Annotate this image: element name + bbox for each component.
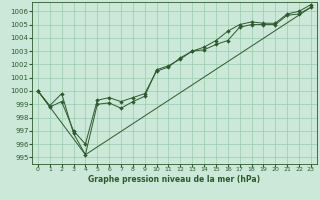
X-axis label: Graphe pression niveau de la mer (hPa): Graphe pression niveau de la mer (hPa) (88, 175, 260, 184)
